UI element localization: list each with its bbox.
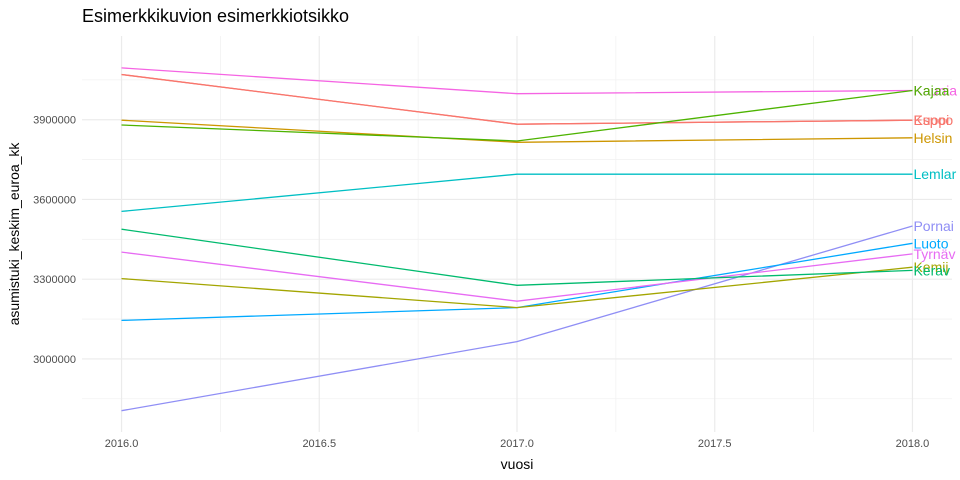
x-axis-ticks: 2016.0 2016.5 2017.0 2017.5 2018.0 bbox=[105, 438, 930, 450]
x-tick-label: 2016.0 bbox=[105, 438, 139, 450]
y-tick-label: 3600000 bbox=[33, 194, 76, 206]
x-axis-title: vuosi bbox=[501, 456, 534, 472]
series-line-helsinki bbox=[121, 119, 913, 143]
series-label: Luoto bbox=[913, 235, 948, 251]
x-tick-label: 2018.0 bbox=[896, 438, 930, 450]
series-line-tyrnävä bbox=[121, 251, 913, 302]
series-line-espoo bbox=[121, 73, 913, 125]
series-label: Kaunia bbox=[913, 82, 957, 98]
series-label: Kemij bbox=[913, 259, 948, 275]
series-label: Lemlar bbox=[913, 166, 956, 182]
series-lines bbox=[121, 67, 913, 412]
series-label: Helsin bbox=[913, 130, 952, 146]
y-axis-title: asumistuki_keskim_euroa_kk bbox=[6, 142, 22, 326]
series-label: Espoo bbox=[913, 112, 953, 128]
grid-lines bbox=[82, 36, 952, 432]
series-label: Kajaa bbox=[913, 82, 949, 98]
series-line-kemijärvi bbox=[121, 266, 913, 309]
y-tick-label: 3900000 bbox=[33, 115, 76, 127]
x-tick-label: 2017.0 bbox=[500, 438, 534, 450]
series-label: Pornai bbox=[913, 218, 953, 234]
series-line-kerava bbox=[121, 228, 913, 286]
series-label: Tyrnäv bbox=[913, 246, 955, 262]
y-tick-label: 3000000 bbox=[33, 354, 76, 366]
series-line-kajaani bbox=[121, 89, 913, 142]
series-line-kauniainen bbox=[121, 67, 913, 95]
chart-title: Esimerkkikuvion esimerkkiotsikko bbox=[82, 6, 349, 26]
y-tick-label: 3300000 bbox=[33, 274, 76, 286]
x-tick-label: 2016.5 bbox=[302, 438, 336, 450]
y-axis-ticks: 3000000 3300000 3600000 3900000 bbox=[33, 115, 76, 366]
series-label: Kuopi bbox=[913, 112, 949, 128]
series-label: Kerav bbox=[913, 262, 950, 278]
series-line-lemland bbox=[121, 173, 913, 213]
x-tick-label: 2017.5 bbox=[698, 438, 732, 450]
